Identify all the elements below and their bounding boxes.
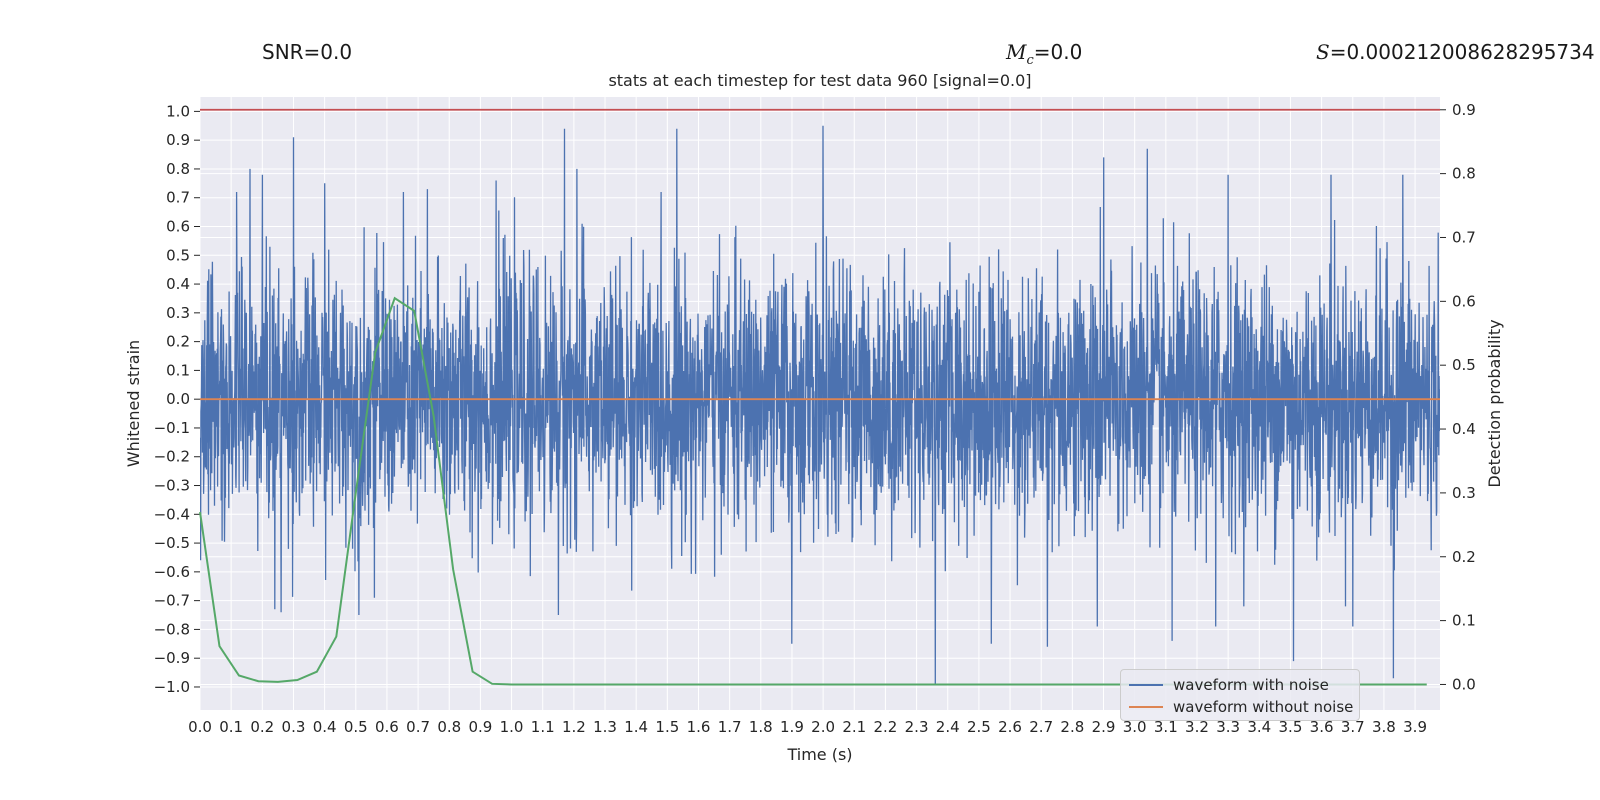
x-tick-label: 2.5 xyxy=(967,718,991,736)
y2-axis-label: Detection probability xyxy=(1485,319,1504,487)
y2-tick-label: 0.3 xyxy=(1452,484,1476,502)
s-symbol: S xyxy=(1316,40,1330,64)
legend-item-with-noise: waveform with noise xyxy=(1129,676,1329,694)
s-value: =0.000212008628295734 xyxy=(1329,40,1595,64)
y-tick-label: −0.5 xyxy=(154,534,190,552)
x-tick-label: 3.6 xyxy=(1310,718,1334,736)
legend-swatch-orange xyxy=(1129,706,1163,708)
x-tick-label: 2.8 xyxy=(1060,718,1084,736)
y2-tick-label: 0.1 xyxy=(1452,612,1476,630)
mc-value: =0.0 xyxy=(1033,40,1083,64)
y-tick-label: −0.2 xyxy=(154,448,190,466)
x-tick-label: 2.2 xyxy=(873,718,897,736)
chart-title: stats at each timestep for test data 960… xyxy=(608,71,1032,90)
x-tick-label: 1.7 xyxy=(718,718,742,736)
x-tick-label: 0.5 xyxy=(344,718,368,736)
x-tick-label: 0.9 xyxy=(468,718,492,736)
y-axis-label: Whitened strain xyxy=(124,340,143,467)
y2-tick-label: 0.9 xyxy=(1452,101,1476,119)
x-tick-label: 1.2 xyxy=(562,718,586,736)
mc-subscript: c xyxy=(1026,53,1034,68)
s-stat-label: S=0.000212008628295734 xyxy=(1316,40,1595,64)
chirp-mass-label: Mc=0.0 xyxy=(1006,40,1082,68)
x-tick-label: 1.5 xyxy=(655,718,679,736)
y-tick-label: 0.5 xyxy=(166,246,190,264)
y-tick-label: 0.2 xyxy=(166,333,190,351)
x-axis-label: Time (s) xyxy=(786,745,852,764)
legend: waveform with noise waveform without noi… xyxy=(1120,669,1360,721)
x-tick-label: 1.4 xyxy=(624,718,648,736)
y2-tick-label: 0.8 xyxy=(1452,165,1476,183)
x-tick-label: 1.1 xyxy=(531,718,555,736)
y-tick-label: −0.4 xyxy=(154,505,190,523)
y-tick-label: 0.1 xyxy=(166,361,190,379)
x-tick-label: 0.2 xyxy=(250,718,274,736)
x-tick-label: 0.6 xyxy=(375,718,399,736)
y-tick-label: 1.0 xyxy=(166,102,190,120)
x-tick-label: 0.3 xyxy=(282,718,306,736)
y-tick-label: −0.6 xyxy=(154,563,190,581)
x-tick-label: 2.3 xyxy=(905,718,929,736)
x-tick-label: 1.6 xyxy=(687,718,711,736)
x-tick-label: 2.9 xyxy=(1092,718,1116,736)
y2-tick-label: 0.2 xyxy=(1452,548,1476,566)
y-tick-label: −0.7 xyxy=(154,592,190,610)
y2-tick-label: 0.4 xyxy=(1452,420,1476,438)
y-tick-label: 0.9 xyxy=(166,131,190,149)
mc-symbol: M xyxy=(1006,40,1027,64)
x-tick-label: 2.0 xyxy=(811,718,835,736)
x-tick-label: 3.9 xyxy=(1403,718,1427,736)
x-tick-label: 3.0 xyxy=(1123,718,1147,736)
y-tick-label: −0.8 xyxy=(154,620,190,638)
y-tick-label: −0.1 xyxy=(154,419,190,437)
x-tick-label: 1.9 xyxy=(780,718,804,736)
x-tick-label: 0.1 xyxy=(219,718,243,736)
x-tick-label: 1.8 xyxy=(749,718,773,736)
x-tick-label: 3.3 xyxy=(1216,718,1240,736)
legend-swatch-blue xyxy=(1129,684,1163,686)
y2-tick-label: 0.5 xyxy=(1452,356,1476,374)
legend-label-without-noise: waveform without noise xyxy=(1173,698,1354,716)
y-tick-label: 0.4 xyxy=(166,275,190,293)
x-tick-label: 1.0 xyxy=(500,718,524,736)
x-tick-label: 2.1 xyxy=(842,718,866,736)
x-tick-label: 2.7 xyxy=(1029,718,1053,736)
x-tick-label: 3.4 xyxy=(1247,718,1271,736)
y-tick-label: −0.3 xyxy=(154,477,190,495)
legend-label-with-noise: waveform with noise xyxy=(1173,676,1329,694)
y2-tick-label: 0.7 xyxy=(1452,228,1476,246)
snr-label: SNR=0.0 xyxy=(262,40,353,64)
x-tick-label: 2.6 xyxy=(998,718,1022,736)
x-tick-label: 0.0 xyxy=(188,718,212,736)
y2-tick-label: 0.0 xyxy=(1452,675,1476,693)
x-tick-label: 0.4 xyxy=(313,718,337,736)
x-tick-label: 0.7 xyxy=(406,718,430,736)
x-tick-label: 3.2 xyxy=(1185,718,1209,736)
legend-item-without-noise: waveform without noise xyxy=(1129,698,1353,716)
x-tick-label: 2.4 xyxy=(936,718,960,736)
x-tick-label: 3.8 xyxy=(1372,718,1396,736)
x-tick-label: 3.5 xyxy=(1279,718,1303,736)
x-tick-label: 0.8 xyxy=(437,718,461,736)
y-tick-label: 0.8 xyxy=(166,160,190,178)
x-tick-label: 1.3 xyxy=(593,718,617,736)
x-tick-label: 3.1 xyxy=(1154,718,1178,736)
y-tick-label: −0.9 xyxy=(154,649,190,667)
y-tick-label: 0.7 xyxy=(166,189,190,207)
series-detection-probability xyxy=(199,296,1427,686)
x-tick-label: 3.7 xyxy=(1341,718,1365,736)
series-waveform-with-noise xyxy=(200,125,1440,685)
y-tick-label: 0.3 xyxy=(166,304,190,322)
y2-tick-label: 0.6 xyxy=(1452,292,1476,310)
y-tick-label: 0.6 xyxy=(166,218,190,236)
y-tick-label: −1.0 xyxy=(154,678,190,696)
y-tick-label: 0.0 xyxy=(166,390,190,408)
